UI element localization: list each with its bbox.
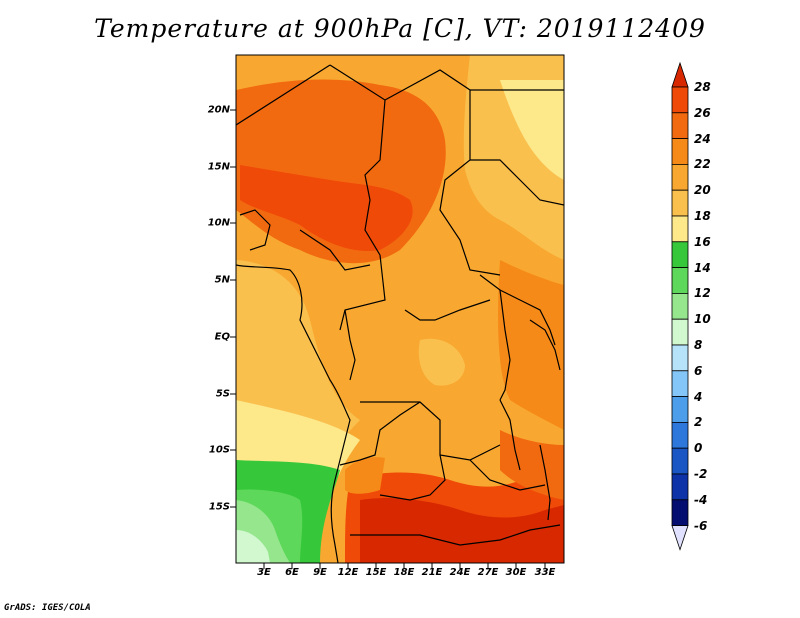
colorbar-label: 6 — [694, 363, 703, 378]
map-title: Temperature at 900hPa [C], VT: 201911240… — [94, 14, 706, 43]
longitude-label: 6E — [285, 567, 299, 578]
colorbar-segment — [671, 163, 689, 191]
colorbar-segment — [671, 292, 689, 320]
latitude-label: 15S — [208, 501, 230, 513]
colorbar-segment — [671, 421, 689, 449]
credit-text: GrADS: IGES/COLA — [4, 603, 91, 613]
colorbar-segment — [671, 447, 689, 475]
longitude-label: 18E — [393, 567, 415, 578]
colorbar-label: 28 — [694, 80, 711, 94]
colorbar-label: 22 — [694, 157, 711, 172]
latitude-ticks — [230, 109, 236, 508]
colorbar-label: 26 — [694, 105, 711, 120]
colorbar-segment — [671, 344, 689, 372]
latitude-label: 15N — [207, 161, 230, 173]
colorbar-label: 20 — [694, 183, 711, 198]
colorbar-label: -4 — [694, 492, 708, 507]
plot-frame — [235, 54, 565, 564]
longitude-label: 27E — [477, 567, 499, 578]
colorbar-segment — [671, 396, 689, 423]
colorbar-label: 0 — [694, 441, 703, 456]
latitude-label: 20N — [207, 104, 230, 116]
longitude-label: 12E — [337, 567, 359, 578]
latitude-label: 10N — [207, 217, 230, 229]
colorbar-over-triangle — [671, 61, 689, 88]
colorbar-label: 10 — [694, 312, 711, 327]
latitude-label: 5S — [215, 388, 230, 400]
longitude-label: 3E — [257, 567, 271, 578]
colorbar-label: -6 — [694, 518, 708, 533]
longitude-label: 15E — [365, 567, 387, 578]
longitude-label: 33E — [534, 567, 556, 578]
colorbar-segment — [671, 473, 689, 501]
colorbar-under-triangle — [671, 525, 689, 551]
longitude-ticks — [263, 563, 546, 569]
latitude-label: 5N — [214, 274, 230, 286]
colorbar-label: -2 — [694, 467, 708, 481]
longitude-label: 24E — [449, 567, 471, 578]
temperature-field — [236, 55, 564, 563]
latitude-label: EQ — [214, 331, 230, 343]
colorbar-segment — [671, 215, 689, 243]
colorbar-segment — [671, 86, 689, 114]
country-borders — [236, 64, 564, 563]
colorbar-segment — [671, 189, 689, 217]
colorbar-segment — [671, 138, 689, 165]
colorbar — [671, 61, 689, 551]
latitude-label: 10S — [208, 444, 230, 456]
longitude-label: 9E — [313, 567, 327, 578]
colorbar-label: 18 — [694, 209, 711, 223]
colorbar-segment — [671, 370, 689, 397]
colorbar-segment — [671, 267, 689, 294]
colorbar-segment — [671, 241, 689, 269]
colorbar-segment — [671, 112, 689, 140]
colorbar-segment — [671, 499, 689, 526]
colorbar-label: 14 — [694, 260, 711, 275]
colorbar-segment — [671, 318, 689, 346]
colorbar-label: 2 — [694, 415, 703, 430]
colorbar-label: 16 — [694, 234, 711, 249]
colorbar-label: 8 — [694, 338, 703, 352]
longitude-label: 21E — [421, 567, 443, 578]
longitude-label: 30E — [505, 567, 527, 578]
colorbar-label: 4 — [694, 389, 703, 404]
colorbar-label: 12 — [694, 286, 711, 301]
colorbar-label: 24 — [694, 131, 711, 146]
